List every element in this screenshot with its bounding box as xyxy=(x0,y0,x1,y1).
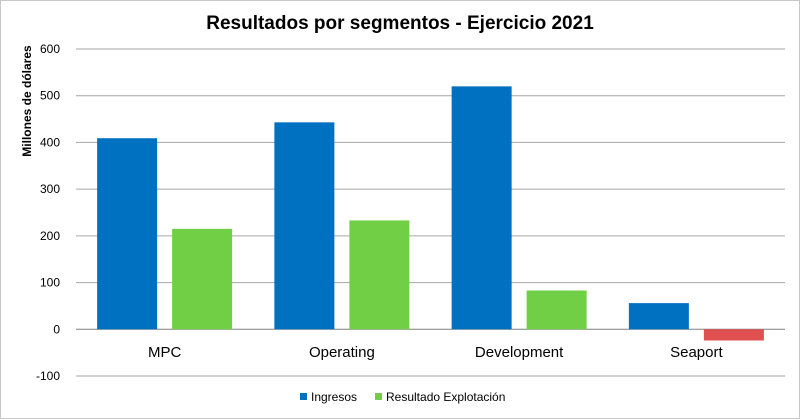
bars xyxy=(97,86,764,341)
legend-label: Resultado Explotación xyxy=(386,390,505,404)
y-tick-label: 400 xyxy=(40,135,60,149)
y-tick-label: -100 xyxy=(36,369,60,383)
x-tick-label: Development xyxy=(475,344,564,361)
x-tick-label: Operating xyxy=(309,344,375,361)
legend-swatch xyxy=(300,393,307,400)
y-tick-label: 0 xyxy=(53,322,60,336)
y-tick-label: 500 xyxy=(40,89,60,103)
bar-resultado-explotacion xyxy=(526,290,587,330)
bar-ingresos xyxy=(97,138,158,330)
y-axis-ticks: -100 0 100 200 300 400 500 600 xyxy=(36,42,60,383)
bar-ingresos xyxy=(451,86,512,330)
y-tick-label: 200 xyxy=(40,229,60,243)
y-tick-label: 600 xyxy=(40,42,60,56)
y-axis-label: Millones de dólares xyxy=(20,45,34,157)
x-tick-label: Seaport xyxy=(670,344,723,361)
bar-ingresos xyxy=(628,303,689,330)
bar-resultado-explotacion xyxy=(172,228,233,330)
legend-label: Ingresos xyxy=(311,390,357,404)
bar-ingresos xyxy=(274,122,335,330)
x-tick-label: MPC xyxy=(148,344,182,361)
y-tick-label: 100 xyxy=(40,276,60,290)
bar-resultado-explotacion xyxy=(703,329,764,341)
legend-swatch xyxy=(375,393,382,400)
x-axis-ticks: MPC Operating Development Seaport xyxy=(148,344,724,361)
legend: Ingresos Resultado Explotación xyxy=(300,390,505,404)
y-tick-label: 300 xyxy=(40,182,60,196)
bar-resultado-explotacion xyxy=(349,220,410,330)
chart-title: Resultados por segmentos - Ejercicio 202… xyxy=(206,13,594,34)
